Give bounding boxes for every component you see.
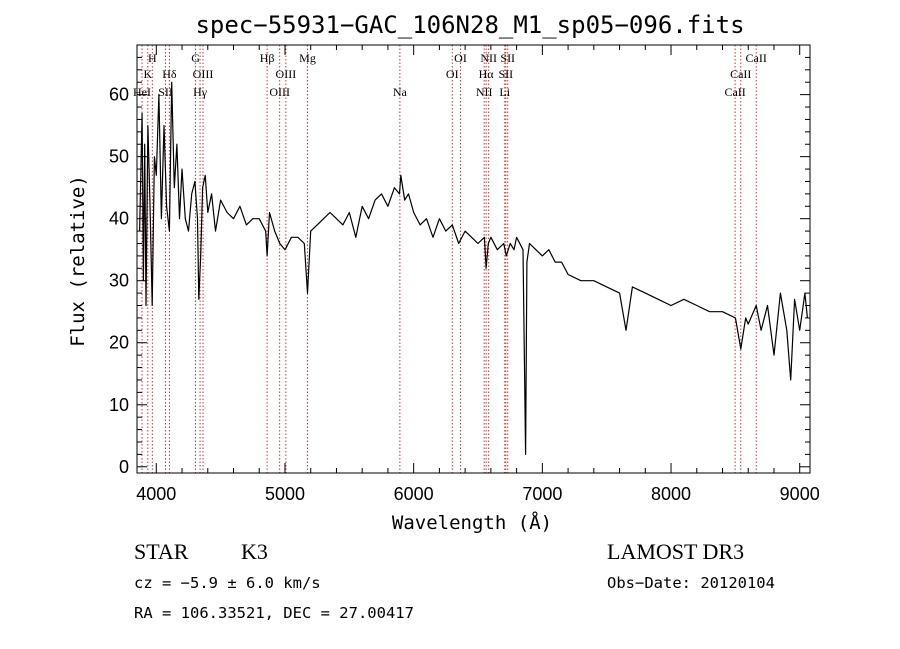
y-tick-label-6: 60: [109, 85, 129, 105]
chart-title: spec−55931−GAC_106N28_M1_sp05−096.fits: [195, 11, 744, 39]
line-label-6: Hγ: [193, 85, 208, 99]
y-tick-label-3: 30: [109, 271, 129, 291]
spectral-line-labels: HeIKHSIIHδGHγOIIIHβOIIIOIIIMgNaOIOINIIHα…: [133, 51, 767, 99]
x-tick-label-1: 5000: [265, 484, 305, 504]
y-axis-label: Flux (relative): [67, 175, 89, 347]
line-label-22: CaII: [730, 67, 751, 81]
line-label-5: G: [191, 51, 200, 65]
line-label-10: OIII: [276, 67, 297, 81]
line-label-0: HeI: [133, 85, 151, 99]
line-label-11: Mg: [299, 51, 316, 65]
line-label-3: SII: [158, 85, 173, 99]
y-tick-label-1: 10: [109, 395, 129, 415]
y-tick-label-0: 0: [119, 457, 129, 477]
line-label-18: Li: [499, 85, 510, 99]
x-tick-label-0: 4000: [136, 484, 176, 504]
line-label-16: Hα: [479, 67, 495, 81]
line-label-20: SII: [500, 51, 515, 65]
line-label-13: OI: [446, 67, 459, 81]
line-label-21: CaII: [724, 85, 745, 99]
plot-frame: [136, 44, 811, 474]
line-label-19: SII: [498, 67, 513, 81]
line-label-12: Na: [393, 85, 408, 99]
object-class: STAR: [134, 539, 189, 564]
line-label-4: Hδ: [162, 67, 177, 81]
line-label-2: H: [148, 51, 157, 65]
y-tick-label-5: 50: [109, 147, 129, 167]
line-label-15: NII: [476, 85, 493, 99]
x-tick-label-4: 8000: [651, 484, 691, 504]
y-tick-label-2: 20: [109, 333, 129, 353]
line-label-23: CaII: [746, 51, 767, 65]
line-label-9: OIII: [269, 85, 290, 99]
x-axis-label: Wavelength (Å): [392, 511, 552, 534]
observation-date: Obs−Date: 20120104: [607, 574, 775, 592]
spectral-line-markers: [141, 45, 757, 473]
object-subclass: K3: [241, 539, 268, 564]
spectrum-line: [139, 81, 808, 455]
line-label-8: Hβ: [260, 51, 275, 65]
x-tick-label-3: 7000: [522, 484, 562, 504]
line-label-17: NII: [480, 51, 497, 65]
y-tick-label-4: 40: [109, 209, 129, 229]
survey-name: LAMOST DR3: [607, 539, 745, 564]
x-tick-label-5: 9000: [780, 484, 820, 504]
y-axis-ticks: 0 10 20 30 40 50 60: [109, 56, 810, 477]
x-axis-ticks: 4000 5000 6000 7000 8000 9000: [136, 45, 820, 504]
redshift-cz: cz = −5.9 ± 6.0 km/s: [134, 574, 321, 592]
x-tick-label-2: 6000: [394, 484, 434, 504]
line-label-1: K: [143, 67, 152, 81]
ra-dec-coordinates: RA = 106.33521, DEC = 27.00417: [134, 604, 414, 622]
line-label-14: OI: [454, 51, 467, 65]
line-label-7: OIII: [193, 67, 214, 81]
